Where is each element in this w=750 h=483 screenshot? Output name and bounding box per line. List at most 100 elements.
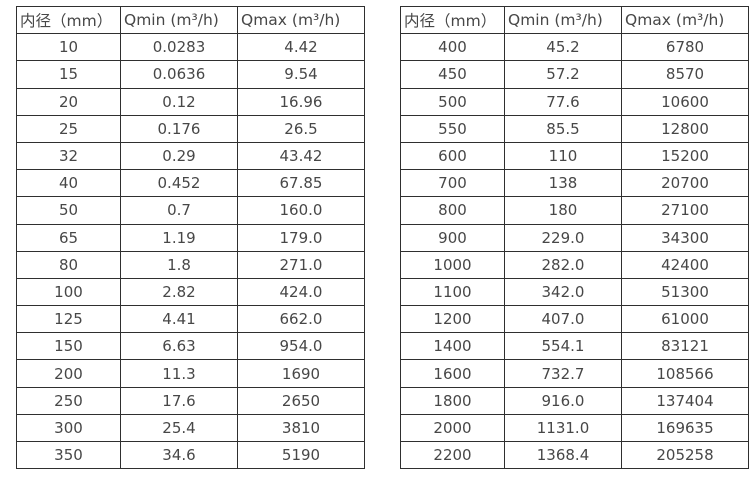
diameter-cell: 1400 — [400, 332, 505, 361]
qmin-cell: 229.0 — [504, 223, 622, 252]
qmin-cell: 1131.0 — [504, 413, 622, 443]
table-row: 32 0.29 43.42 — [16, 141, 365, 171]
diameter-cell: 80 — [16, 250, 121, 279]
diameter-cell: 10 — [16, 33, 121, 62]
qmax-cell: 8570 — [621, 60, 749, 89]
qmin-cell: 138 — [504, 169, 622, 198]
qmin-cell: 6.63 — [120, 332, 238, 361]
diameter-cell: 1800 — [400, 386, 505, 415]
header-row: 内径（mm） Qmin (m³/h) Qmax (m³/h) — [400, 5, 749, 35]
header-row: 内径（mm） Qmin (m³/h) Qmax (m³/h) — [16, 5, 365, 35]
qmax-cell: 67.85 — [237, 169, 365, 198]
table-row: 200 11.3 1690 — [16, 359, 365, 388]
qmin-cell: 0.0636 — [120, 60, 238, 89]
table-row: 150 6.63 954.0 — [16, 332, 365, 361]
table-row: 350 34.6 5190 — [16, 440, 365, 470]
diameter-cell: 15 — [16, 60, 121, 89]
qmin-cell: 1.19 — [120, 223, 238, 252]
flow-table-small-diameters: 内径（mm） Qmin (m³/h) Qmax (m³/h) 10 0.0283 4.42… — [16, 5, 365, 470]
qmax-cell: 34300 — [621, 223, 749, 252]
diameter-cell: 900 — [400, 223, 505, 252]
qmax-cell: 6780 — [621, 33, 749, 62]
qmax-cell: 4.42 — [237, 33, 365, 62]
diameter-cell: 1600 — [400, 359, 505, 388]
diameter-cell: 32 — [16, 141, 121, 171]
table-row: 600 110 15200 — [400, 141, 749, 171]
diameter-cell: 550 — [400, 114, 505, 143]
qmax-cell: 10600 — [621, 87, 749, 116]
table-row: 550 85.5 12800 — [400, 114, 749, 143]
qmin-cell: 2.82 — [120, 277, 238, 307]
table-row: 900 229.0 34300 — [400, 223, 749, 252]
table-row: 25 0.176 26.5 — [16, 114, 365, 143]
qmin-cell: 25.4 — [120, 413, 238, 443]
qmin-cell: 85.5 — [504, 114, 622, 143]
qmax-header: Qmax (m³/h) — [237, 5, 365, 35]
diameter-cell: 150 — [16, 332, 121, 361]
qmin-cell: 180 — [504, 196, 622, 225]
diameter-cell: 1000 — [400, 250, 505, 279]
table-row: 1100 342.0 51300 — [400, 277, 749, 307]
table-row: 15 0.0636 9.54 — [16, 60, 365, 89]
diameter-cell: 50 — [16, 196, 121, 225]
diameter-cell: 800 — [400, 196, 505, 225]
qmin-cell: 11.3 — [120, 359, 238, 388]
table-row: 1800 916.0 137404 — [400, 386, 749, 415]
flow-table-large-diameters: 内径（mm） Qmin (m³/h) Qmax (m³/h) 400 45.2 6780 4… — [400, 5, 749, 470]
table-row: 450 57.2 8570 — [400, 60, 749, 89]
qmax-cell: 108566 — [621, 359, 749, 388]
table-row: 1400 554.1 83121 — [400, 332, 749, 361]
diameter-header: 内径（mm） — [400, 5, 505, 35]
qmin-cell: 1368.4 — [504, 440, 622, 470]
qmax-cell: 271.0 — [237, 250, 365, 279]
qmax-cell: 83121 — [621, 332, 749, 361]
diameter-cell: 200 — [16, 359, 121, 388]
qmax-cell: 954.0 — [237, 332, 365, 361]
diameter-cell: 700 — [400, 169, 505, 198]
table-row: 250 17.6 2650 — [16, 386, 365, 415]
diameter-cell: 500 — [400, 87, 505, 116]
qmax-cell: 43.42 — [237, 141, 365, 171]
qmin-cell: 1.8 — [120, 250, 238, 279]
table-row: 1600 732.7 108566 — [400, 359, 749, 388]
diameter-cell: 1100 — [400, 277, 505, 307]
table-row: 50 0.7 160.0 — [16, 196, 365, 225]
qmin-cell: 0.12 — [120, 87, 238, 116]
qmin-cell: 916.0 — [504, 386, 622, 415]
diameter-cell: 400 — [400, 33, 505, 62]
qmax-cell: 205258 — [621, 440, 749, 470]
table-row: 2000 1131.0 169635 — [400, 413, 749, 443]
table-row: 300 25.4 3810 — [16, 413, 365, 443]
table-row: 700 138 20700 — [400, 169, 749, 198]
qmax-cell: 160.0 — [237, 196, 365, 225]
qmax-cell: 169635 — [621, 413, 749, 443]
qmax-header: Qmax (m³/h) — [621, 5, 749, 35]
qmin-cell: 45.2 — [504, 33, 622, 62]
qmax-cell: 26.5 — [237, 114, 365, 143]
table-row: 800 180 27100 — [400, 196, 749, 225]
qmax-cell: 16.96 — [237, 87, 365, 116]
qmin-cell: 57.2 — [504, 60, 622, 89]
diameter-header: 内径（mm） — [16, 5, 121, 35]
table-row: 125 4.41 662.0 — [16, 305, 365, 334]
qmin-cell: 77.6 — [504, 87, 622, 116]
diameter-cell: 300 — [16, 413, 121, 443]
qmin-cell: 0.0283 — [120, 33, 238, 62]
qmax-cell: 15200 — [621, 141, 749, 171]
diameter-cell: 1200 — [400, 305, 505, 334]
qmax-cell: 51300 — [621, 277, 749, 307]
table-row: 100 2.82 424.0 — [16, 277, 365, 307]
qmin-cell: 0.7 — [120, 196, 238, 225]
table-row: 40 0.452 67.85 — [16, 169, 365, 198]
diameter-cell: 250 — [16, 386, 121, 415]
table-row: 80 1.8 271.0 — [16, 250, 365, 279]
qmin-header: Qmin (m³/h) — [504, 5, 622, 35]
diameter-cell: 65 — [16, 223, 121, 252]
qmax-cell: 42400 — [621, 250, 749, 279]
qmin-cell: 732.7 — [504, 359, 622, 388]
qmin-cell: 17.6 — [120, 386, 238, 415]
diameter-cell: 2200 — [400, 440, 505, 470]
diameter-cell: 25 — [16, 114, 121, 143]
qmax-cell: 1690 — [237, 359, 365, 388]
table-row: 1200 407.0 61000 — [400, 305, 749, 334]
